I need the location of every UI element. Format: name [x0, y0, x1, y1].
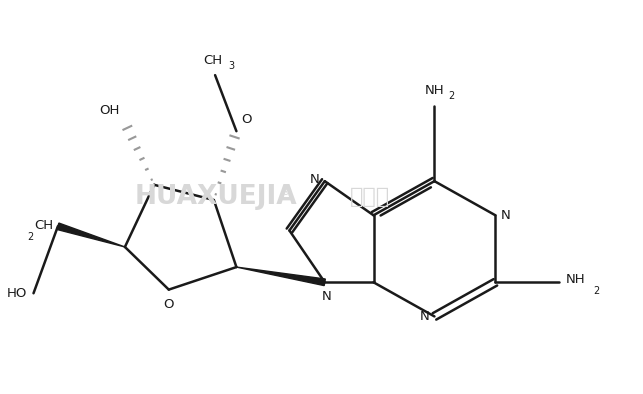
Text: 化学加: 化学加	[350, 187, 390, 207]
Text: 3: 3	[228, 61, 235, 71]
Text: NH: NH	[424, 84, 444, 97]
Text: CH: CH	[34, 219, 53, 232]
Text: HO: HO	[7, 287, 28, 300]
Text: N: N	[420, 310, 430, 323]
Text: ®: ®	[280, 187, 290, 197]
Text: OH: OH	[100, 104, 120, 117]
Text: HUAXUEJIA: HUAXUEJIA	[135, 184, 298, 210]
Polygon shape	[237, 267, 325, 286]
Text: N: N	[500, 209, 510, 222]
Text: 2: 2	[28, 232, 33, 242]
Text: N: N	[310, 173, 320, 186]
Text: N: N	[322, 290, 332, 303]
Polygon shape	[57, 223, 125, 247]
Text: 2: 2	[593, 286, 599, 296]
Text: 2: 2	[448, 91, 454, 101]
Text: NH: NH	[565, 273, 585, 286]
Text: CH: CH	[203, 54, 222, 67]
Text: O: O	[241, 113, 252, 126]
Text: O: O	[163, 297, 174, 310]
